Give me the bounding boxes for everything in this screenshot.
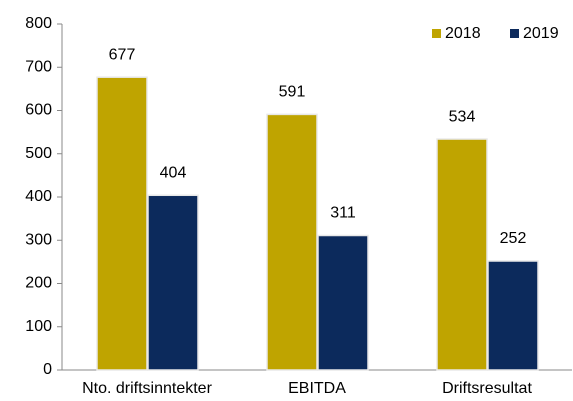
y-tick-label: 800 xyxy=(25,15,52,32)
y-tick-label: 100 xyxy=(25,318,52,335)
y-tick-label: 500 xyxy=(25,145,52,162)
data-label: 677 xyxy=(109,46,136,63)
x-tick-label: Driftsresultat xyxy=(442,380,532,397)
bar xyxy=(317,234,369,371)
data-label: 252 xyxy=(500,230,527,247)
y-tick-label: 200 xyxy=(25,275,52,292)
legend-label: 2019 xyxy=(523,25,559,42)
bar xyxy=(266,113,318,371)
y-tick-label: 300 xyxy=(25,231,52,248)
legend-label: 2018 xyxy=(445,25,481,42)
data-label: 591 xyxy=(279,84,306,101)
legend-swatch xyxy=(510,29,519,38)
x-tick-label: EBITDA xyxy=(288,380,346,397)
legend-swatch xyxy=(432,29,441,38)
bar xyxy=(96,76,148,371)
data-label: 534 xyxy=(449,108,476,125)
y-tick-label: 400 xyxy=(25,188,52,205)
bar xyxy=(147,194,199,371)
data-label: 404 xyxy=(160,164,187,181)
x-tick-label: Nto. driftsinntekter xyxy=(82,380,213,397)
bar xyxy=(487,260,539,371)
data-label: 311 xyxy=(330,205,356,222)
y-tick-label: 700 xyxy=(25,58,52,75)
y-tick-label: 600 xyxy=(25,102,52,119)
bar xyxy=(436,138,488,371)
y-tick-label: 0 xyxy=(43,361,52,378)
